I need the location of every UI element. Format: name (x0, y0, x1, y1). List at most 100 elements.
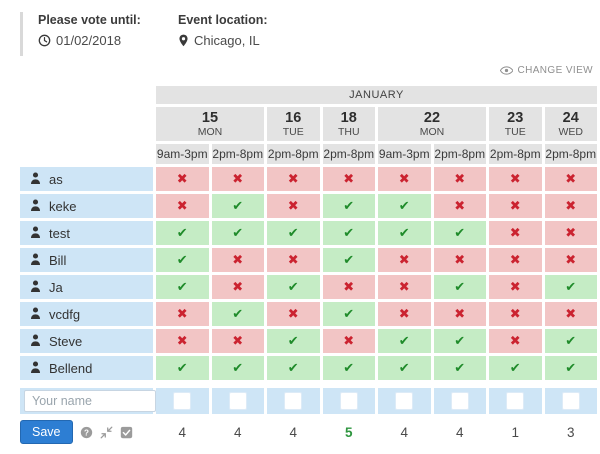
participant-name-Ja: Ja (20, 275, 153, 299)
vote-cell-Bill-slot6: ✖ (433, 248, 486, 272)
participant-name-Steve: Steve (20, 329, 153, 353)
person-icon (30, 225, 41, 241)
vote-cell-Bellend-slot8: ✔ (544, 356, 597, 380)
participant-name-label: as (49, 171, 63, 187)
vote-cell-Steve-slot2: ✖ (211, 329, 264, 353)
save-button[interactable]: Save (20, 420, 73, 444)
vote-cell-test-slot1: ✔ (156, 221, 209, 245)
vote-cell-Bellend-slot1: ✔ (156, 356, 209, 380)
vote-cell-keke-slot2: ✔ (211, 194, 264, 218)
vote-cell-Ja-slot8: ✔ (544, 275, 597, 299)
time-slot-header-5: 9am-3pm (378, 144, 431, 164)
collapse-arrows-icon[interactable] (100, 426, 113, 439)
vote-deadline-block: Please vote until: 01/02/2018 (38, 10, 163, 56)
participant-name-label: keke (49, 198, 77, 214)
date-day: 16 (285, 109, 302, 126)
date-header-15: 15 MON (156, 107, 264, 141)
person-icon (30, 198, 41, 214)
date-weekday: MON (419, 126, 445, 139)
select-all-checkbox-icon[interactable] (120, 426, 133, 439)
vote-cell-Ja-slot5: ✖ (378, 275, 431, 299)
vote-cell-Bill-slot2: ✖ (211, 248, 264, 272)
date-weekday: THU (337, 126, 360, 139)
header-corner-spacer (20, 86, 153, 104)
calendar-header-grid: JANUARY 15 MON 16 TUE 18 THU 22 MON 23 TUE 24 WED 9am… (20, 86, 597, 164)
participant-name-as: as (20, 167, 153, 191)
participant-name-label: Bill (49, 252, 67, 268)
date-day: 22 (423, 109, 441, 126)
date-weekday: WED (558, 126, 584, 139)
event-location-value: Chicago, IL (194, 33, 260, 48)
vote-total-3: 4 (289, 424, 297, 440)
vote-cell-keke-slot6: ✖ (433, 194, 486, 218)
vote-cell-vcdfg-slot4: ✔ (322, 302, 375, 326)
vote-cell-as-slot8: ✖ (544, 167, 597, 191)
time-slot-header-3: 2pm-8pm (267, 144, 320, 164)
vote-cell-Ja-slot7: ✖ (489, 275, 542, 299)
participant-name-Bellend: Bellend (20, 356, 153, 380)
vote-cell-test-slot2: ✔ (211, 221, 264, 245)
time-slot-header-8: 2pm-8pm (544, 144, 597, 164)
vote-entry-row (20, 388, 597, 414)
vote-cell-keke-slot5: ✔ (378, 194, 431, 218)
vote-cell-keke-slot8: ✖ (544, 194, 597, 218)
slot-checkbox-7[interactable] (506, 392, 525, 410)
time-slot-header-2: 2pm-8pm (211, 144, 264, 164)
slot-checkbox-cell-7 (489, 388, 542, 414)
date-header-22: 22 MON (378, 107, 486, 141)
vote-cell-vcdfg-slot5: ✖ (378, 302, 431, 326)
vote-total-1: 4 (178, 424, 186, 440)
event-location-block: Event location: Chicago, IL (178, 10, 268, 56)
slot-checkbox-2[interactable] (228, 392, 247, 410)
time-slot-header-1: 9am-3pm (156, 144, 209, 164)
slot-checkbox-4[interactable] (339, 392, 358, 410)
participant-name-vcdfg: vcdfg (20, 302, 153, 326)
vote-cell-test-slot4: ✔ (322, 221, 375, 245)
slot-checkbox-cell-4 (322, 388, 375, 414)
person-icon (30, 171, 41, 187)
date-weekday: TUE (282, 126, 304, 139)
vote-cell-Steve-slot6: ✔ (433, 329, 486, 353)
slot-checkbox-3[interactable] (284, 392, 303, 410)
vote-cell-keke-slot4: ✔ (322, 194, 375, 218)
vote-cell-Ja-slot4: ✖ (322, 275, 375, 299)
vote-cell-as-slot3: ✖ (267, 167, 320, 191)
time-slot-header-7: 2pm-8pm (489, 144, 542, 164)
vote-cell-as-slot5: ✖ (378, 167, 431, 191)
name-input-cell (20, 388, 156, 414)
accent-bar (20, 12, 23, 56)
person-icon (30, 279, 41, 295)
vote-cell-vcdfg-slot7: ✖ (489, 302, 542, 326)
name-input[interactable] (24, 390, 156, 412)
vote-cell-Bellend-slot6: ✔ (433, 356, 486, 380)
change-view-label: CHANGE VIEW (517, 65, 593, 76)
participant-name-keke: keke (20, 194, 153, 218)
vote-until-date: 01/02/2018 (56, 33, 122, 48)
eye-icon (500, 66, 514, 75)
slot-checkbox-1[interactable] (173, 392, 192, 410)
vote-cell-Bellend-slot5: ✔ (378, 356, 431, 380)
vote-cell-keke-slot7: ✖ (489, 194, 542, 218)
vote-cell-test-slot7: ✖ (489, 221, 542, 245)
event-location-label: Event location: (178, 13, 268, 27)
vote-cell-vcdfg-slot2: ✔ (211, 302, 264, 326)
date-header-18: 18 THU (322, 107, 375, 141)
vote-total-4: 5 (344, 424, 353, 440)
date-day: 18 (340, 109, 357, 126)
vote-cell-Bellend-slot3: ✔ (267, 356, 320, 380)
vote-cell-Steve-slot7: ✖ (489, 329, 542, 353)
change-view-button[interactable]: CHANGE VIEW (500, 65, 593, 76)
help-icon[interactable]: ? (80, 426, 93, 439)
vote-cell-as-slot7: ✖ (489, 167, 542, 191)
vote-cell-as-slot1: ✖ (156, 167, 209, 191)
slot-checkbox-5[interactable] (395, 392, 414, 410)
slot-checkbox-cell-5 (378, 388, 431, 414)
slot-checkbox-6[interactable] (450, 392, 469, 410)
map-pin-icon (178, 34, 189, 47)
footer-row: Save ? 4 4 4 5 4 4 1 3 (20, 420, 597, 444)
slot-checkbox-cell-1 (156, 388, 209, 414)
vote-cell-Steve-slot5: ✔ (378, 329, 431, 353)
slot-checkbox-8[interactable] (561, 392, 580, 410)
vote-cell-as-slot4: ✖ (322, 167, 375, 191)
